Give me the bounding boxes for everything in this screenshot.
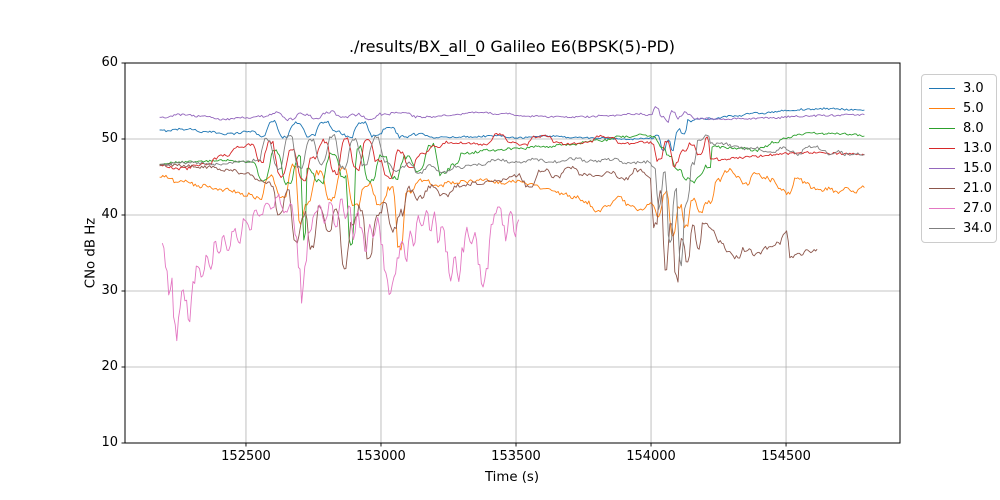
y-tick-label: 30 [101, 283, 118, 298]
x-tick-label: 154500 [761, 449, 811, 464]
series-line-13.0 [159, 133, 865, 182]
y-tick-label: 60 [101, 55, 118, 70]
legend-item-8.0: 8.0 [922, 118, 996, 138]
series-line-21.0 [159, 163, 818, 283]
series-line-8.0 [159, 131, 865, 246]
legend-label: 34.0 [963, 221, 992, 237]
legend-line-icon [929, 208, 955, 210]
legend-label: 21.0 [963, 181, 992, 197]
legend: 3.0 5.0 8.0 13.0 15.0 21.0 27.0 34.0 [921, 74, 997, 243]
series-line-34.0 [159, 134, 865, 267]
legend-item-13.0: 13.0 [922, 138, 996, 158]
legend-label: 13.0 [963, 140, 992, 156]
x-tick-label: 152500 [221, 449, 271, 464]
y-tick-label: 40 [101, 207, 118, 222]
x-tick-label: 153500 [491, 449, 541, 464]
legend-item-3.0: 3.0 [922, 78, 996, 98]
legend-label: 3.0 [963, 80, 984, 96]
y-tick-label: 50 [101, 131, 118, 146]
legend-item-5.0: 5.0 [922, 98, 996, 118]
legend-line-icon [929, 147, 955, 149]
legend-item-27.0: 27.0 [922, 199, 996, 219]
axes-spines [124, 62, 901, 444]
legend-line-icon [929, 107, 955, 109]
legend-label: 15.0 [963, 161, 992, 177]
series-line-27.0 [161, 193, 520, 342]
series-line-3.0 [159, 107, 865, 152]
legend-line-icon [929, 228, 955, 230]
legend-label: 8.0 [963, 120, 984, 136]
legend-item-34.0: 34.0 [922, 219, 996, 239]
legend-line-icon [929, 127, 955, 129]
y-axis-label: CNo dB Hz [83, 217, 99, 289]
legend-line-icon [929, 168, 955, 170]
legend-line-icon [929, 87, 955, 89]
chart-title: ./results/BX_all_0 Galileo E6(BPSK(5)-PD… [348, 37, 676, 56]
y-tick-label: 20 [101, 359, 118, 374]
legend-label: 5.0 [963, 100, 984, 116]
x-axis-label: Time (s) [484, 470, 540, 485]
series-line-15.0 [159, 106, 865, 123]
legend-line-icon [929, 188, 955, 190]
legend-item-21.0: 21.0 [922, 179, 996, 199]
y-tick-label: 10 [101, 435, 118, 450]
x-tick-label: 154000 [626, 449, 676, 464]
legend-label: 27.0 [963, 201, 992, 217]
series-line-5.0 [159, 163, 865, 251]
legend-item-15.0: 15.0 [922, 159, 996, 179]
x-tick-label: 153000 [356, 449, 406, 464]
